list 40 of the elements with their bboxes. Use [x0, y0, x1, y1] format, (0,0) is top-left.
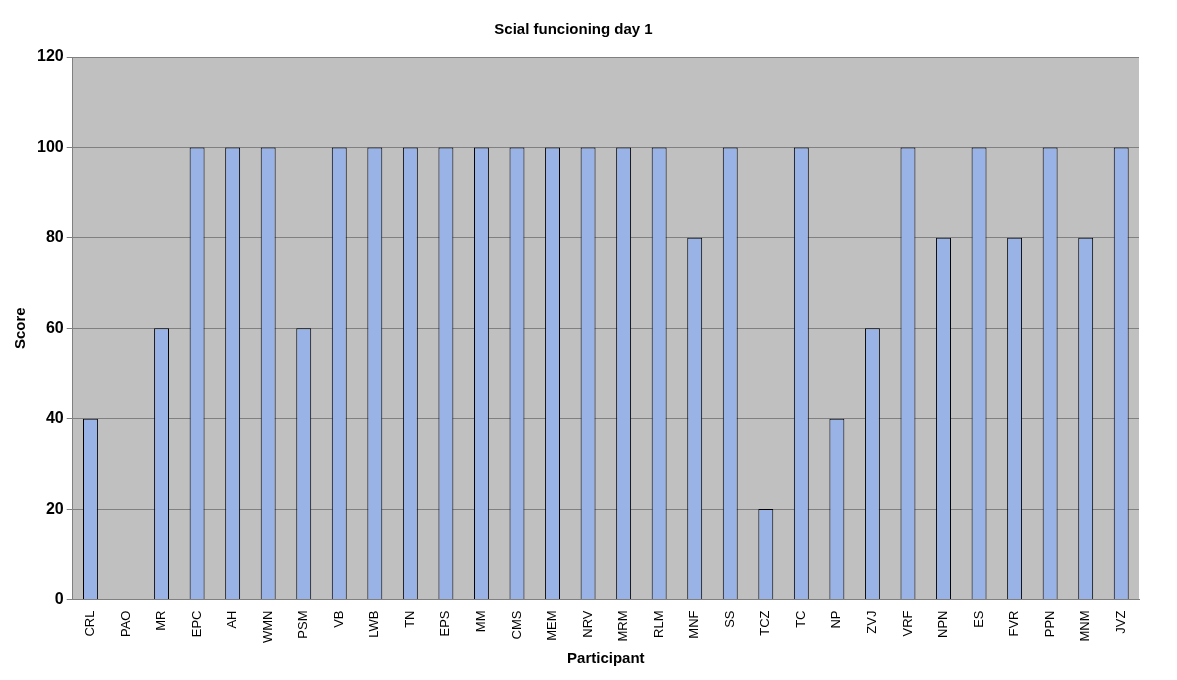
x-tick-label: MRM — [615, 610, 631, 642]
x-tick-label: EPC — [188, 610, 204, 638]
x-tick-label: TC — [792, 610, 808, 628]
y-tick-label: 120 — [36, 47, 64, 65]
x-tick-label: MNF — [686, 610, 702, 639]
x-tick-label: PPN — [1041, 610, 1057, 638]
x-tick-label: VRF — [899, 610, 915, 637]
x-tick-label: NPN — [935, 610, 951, 638]
x-tick-label: VB — [330, 610, 346, 628]
x-tick-label: JVZ — [1112, 610, 1128, 634]
x-tick-label: CMS — [508, 610, 524, 640]
x-tick-label: CRL — [82, 610, 98, 637]
x-tick-label: MEM — [544, 610, 560, 641]
x-axis-title: Participant — [567, 649, 645, 667]
x-tick-label: MM — [473, 610, 489, 633]
x-tick-label: AH — [224, 610, 240, 629]
x-tick-label: FVR — [1006, 610, 1022, 637]
x-tick-label: NP — [828, 610, 844, 629]
x-tick-label: ZVJ — [864, 610, 879, 634]
x-tick-label: EPS — [437, 610, 453, 637]
x-tick-label: PSM — [295, 610, 311, 639]
x-tick-label: PAO — [117, 610, 133, 638]
y-tick-label: 20 — [45, 499, 64, 517]
y-axis-title: Score — [11, 307, 29, 350]
x-tick-label: TCZ — [757, 610, 773, 636]
y-tick-label: 60 — [45, 318, 64, 336]
x-tick-label: TN — [401, 610, 417, 628]
y-tick-label: 0 — [54, 589, 64, 607]
x-tick-label: ES — [970, 610, 986, 628]
y-tick-label: 40 — [45, 409, 64, 427]
y-tick-label: 100 — [36, 137, 64, 155]
y-tick-label: 80 — [45, 228, 64, 246]
x-tick-label: LWB — [366, 610, 382, 638]
x-tick-label: SS — [721, 610, 737, 628]
x-tick-label: MR — [153, 610, 169, 631]
x-tick-label: NRV — [579, 610, 595, 638]
x-tick-label: RLM — [650, 610, 666, 638]
chart-title: Scial funcioning day 1 — [494, 20, 653, 38]
x-tick-label: MNM — [1077, 610, 1093, 642]
x-tick-label: WMN — [259, 610, 275, 644]
